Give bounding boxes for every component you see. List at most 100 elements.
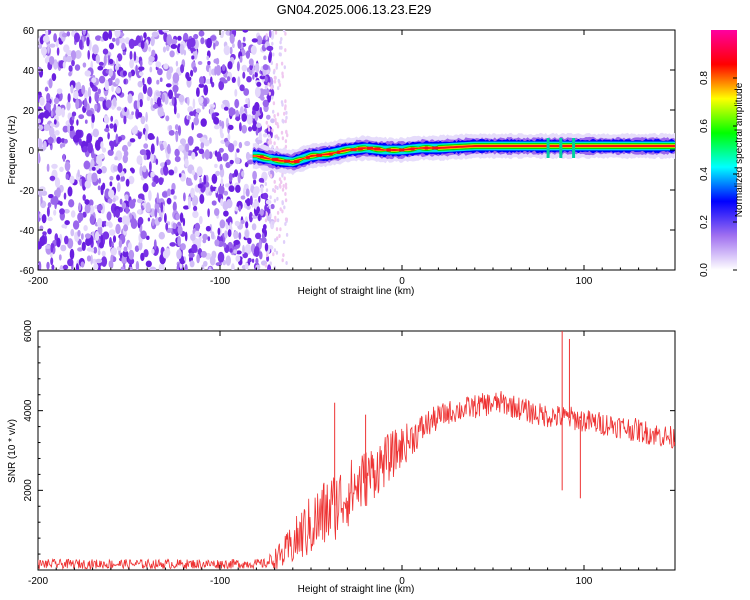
snr-series-line — [38, 391, 675, 570]
noise-blob — [273, 75, 277, 80]
noise-blob — [73, 90, 79, 100]
noise-blob — [262, 133, 268, 138]
noise-blob — [268, 30, 272, 38]
noise-blob — [276, 210, 280, 215]
noise-blob — [67, 124, 71, 134]
noise-blob — [41, 46, 47, 56]
noise-blob — [148, 55, 155, 63]
noise-blob — [191, 151, 196, 160]
noise-blob — [149, 161, 152, 172]
noise-blob — [252, 63, 255, 74]
noise-blob — [225, 162, 231, 169]
y-tick-label: 2000 — [23, 479, 34, 502]
noise-blob — [198, 83, 205, 88]
noise-blob — [157, 68, 163, 76]
noise-blob — [121, 42, 126, 51]
noise-blob — [139, 99, 143, 108]
noise-blob — [86, 255, 92, 262]
noise-blob — [117, 162, 123, 173]
noise-blob — [200, 141, 205, 149]
noise-blob — [165, 83, 172, 88]
y-tick-label: -40 — [20, 226, 35, 237]
noise-blob — [285, 130, 288, 135]
noise-blob — [211, 200, 217, 206]
noise-blob — [77, 169, 80, 178]
noise-blob — [53, 103, 57, 112]
noise-blob — [74, 32, 80, 43]
noise-blob — [199, 177, 202, 185]
noise-blob — [281, 71, 284, 76]
noise-blob — [103, 54, 107, 66]
noise-blob — [171, 96, 175, 106]
noise-blob — [250, 45, 257, 55]
noise-blob — [262, 224, 267, 230]
noise-blob — [215, 170, 221, 176]
noise-blob — [258, 195, 261, 203]
noise-blob — [273, 79, 277, 84]
noise-blob — [140, 115, 146, 125]
noise-blob — [46, 92, 51, 102]
noise-blob — [281, 209, 284, 214]
noise-blob — [183, 192, 186, 202]
noise-blob — [50, 110, 54, 118]
noise-blob — [178, 144, 185, 152]
noise-blob — [42, 231, 47, 236]
noise-blob — [144, 130, 148, 141]
noise-blob — [110, 254, 114, 264]
noise-blob — [55, 106, 63, 117]
noise-blob — [174, 156, 181, 163]
noise-blob — [100, 166, 107, 174]
noise-blob — [190, 233, 196, 241]
colorbar-label: Normalized spectral amplitude — [734, 82, 745, 217]
noise-blob — [282, 184, 285, 188]
noise-blob — [43, 140, 47, 150]
noise-blob — [284, 182, 288, 187]
noise-blob — [92, 44, 99, 55]
noise-blob — [192, 200, 196, 206]
x-tick-label: -100 — [210, 576, 230, 587]
noise-blob — [82, 145, 88, 153]
noise-blob — [53, 97, 60, 105]
figure-title: GN04.2025.006.13.23.E29 — [277, 2, 432, 17]
noise-blob — [90, 247, 94, 253]
noise-blob — [208, 191, 213, 196]
noise-blob — [214, 239, 220, 247]
noise-blob — [240, 219, 245, 224]
noise-blob — [268, 127, 271, 132]
noise-blob — [173, 104, 177, 115]
noise-blob — [241, 64, 248, 72]
noise-blob — [159, 143, 164, 151]
noise-blob — [187, 96, 190, 106]
noise-blob — [47, 202, 52, 208]
noise-blob — [43, 123, 51, 132]
noise-blob — [190, 187, 195, 198]
noise-blob — [274, 30, 278, 35]
noise-blob — [82, 194, 86, 201]
noise-blob — [80, 261, 85, 268]
noise-blob — [178, 173, 182, 178]
noise-blob — [147, 217, 151, 222]
noise-blob — [280, 45, 283, 50]
noise-blob — [95, 35, 102, 41]
noise-blob — [102, 98, 107, 110]
noise-blob — [279, 207, 282, 212]
noise-blob — [264, 85, 268, 90]
noise-blob — [170, 189, 175, 195]
noise-blob — [228, 107, 235, 117]
noise-blob — [162, 30, 170, 33]
noise-blob — [82, 211, 87, 218]
noise-blob — [234, 89, 238, 97]
noise-blob — [192, 66, 198, 73]
noise-blob — [111, 85, 114, 92]
noise-blob — [119, 37, 126, 44]
noise-blob — [238, 232, 242, 240]
noise-blob — [91, 113, 95, 123]
noise-blob — [158, 208, 162, 217]
noise-blob — [175, 131, 179, 143]
noise-blob — [253, 120, 257, 127]
noise-blob — [116, 57, 119, 67]
noise-blob — [227, 133, 231, 141]
noise-blob — [161, 191, 168, 198]
ridge-peak — [336, 150, 341, 154]
noise-blob — [199, 194, 205, 204]
